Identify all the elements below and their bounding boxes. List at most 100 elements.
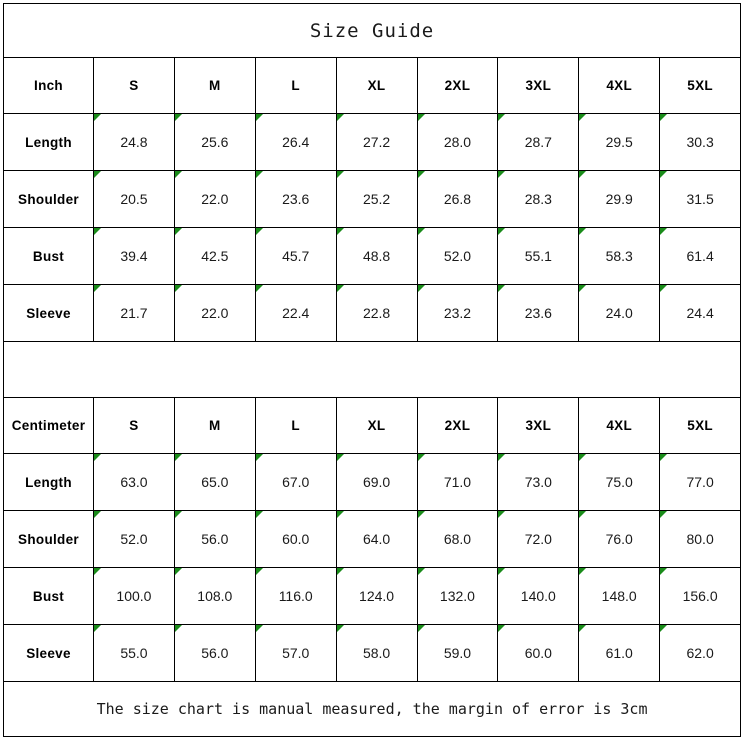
cell-value: 29.9 xyxy=(605,191,633,207)
green-corner-marker-icon xyxy=(94,454,101,461)
cell-length-s: 63.0 xyxy=(93,453,175,511)
green-corner-marker-icon xyxy=(498,568,506,575)
size-guide-table: Size Guide Inch S M L XL 2XL 3XL 4XL 5XL Length 24… xyxy=(2,3,742,737)
cell-shoulder-s: 52.0 xyxy=(93,510,175,568)
size-header-s: S xyxy=(93,397,175,454)
cell-sleeve-3xl: 23.6 xyxy=(497,284,580,342)
green-corner-marker-icon xyxy=(336,511,344,518)
cell-length-l: 26.4 xyxy=(254,113,337,171)
cell-value: 23.2 xyxy=(443,305,472,321)
cell-shoulder-5xl: 31.5 xyxy=(659,170,742,228)
row-label-length: Length xyxy=(3,113,94,171)
green-corner-marker-icon xyxy=(417,228,425,235)
cell-sleeve-4xl: 24.0 xyxy=(578,284,661,342)
cell-value: 60.0 xyxy=(282,531,310,547)
cell-value: 59.0 xyxy=(443,645,472,661)
cell-value: 28.7 xyxy=(524,134,552,150)
cell-shoulder-3xl: 28.3 xyxy=(497,170,580,228)
cell-sleeve-5xl: 24.4 xyxy=(659,284,742,342)
cell-value: 28.0 xyxy=(443,134,472,150)
green-corner-marker-icon xyxy=(336,568,344,575)
green-corner-marker-icon xyxy=(498,511,506,518)
green-corner-marker-icon xyxy=(417,114,425,121)
cell-length-s: 24.8 xyxy=(93,113,175,171)
cell-value: 20.5 xyxy=(120,191,148,207)
table-row: Sleeve 21.7 22.0 22.4 22.8 23.2 23.6 24.0 24.4 xyxy=(3,284,742,342)
size-header-3xl: 3XL xyxy=(497,57,580,114)
cell-sleeve-s: 55.0 xyxy=(93,624,175,682)
cell-value: 55.0 xyxy=(120,645,148,661)
cell-value: 71.0 xyxy=(443,474,472,490)
cell-value: 27.2 xyxy=(362,134,391,150)
cell-length-l: 67.0 xyxy=(254,453,337,511)
cell-value: 26.8 xyxy=(443,191,472,207)
cell-length-3xl: 28.7 xyxy=(497,113,580,171)
green-corner-marker-icon xyxy=(579,625,587,632)
green-corner-marker-icon xyxy=(579,171,587,178)
cell-sleeve-xl: 58.0 xyxy=(335,624,418,682)
cell-value: 76.0 xyxy=(605,531,633,547)
green-corner-marker-icon xyxy=(660,511,668,518)
green-corner-marker-icon xyxy=(660,568,668,575)
cell-bust-4xl: 58.3 xyxy=(578,227,661,285)
green-corner-marker-icon xyxy=(174,568,182,575)
cell-bust-3xl: 55.1 xyxy=(497,227,580,285)
cell-value: 48.8 xyxy=(362,248,391,264)
cell-value: 124.0 xyxy=(359,588,395,604)
green-corner-marker-icon xyxy=(579,114,587,121)
cell-shoulder-5xl: 80.0 xyxy=(659,510,742,568)
cell-value: 24.8 xyxy=(120,134,148,150)
cell-shoulder-2xl: 26.8 xyxy=(416,170,499,228)
cell-value: 30.3 xyxy=(686,134,714,150)
size-header-s: S xyxy=(93,57,175,114)
green-corner-marker-icon xyxy=(174,454,182,461)
green-corner-marker-icon xyxy=(174,625,182,632)
size-header-xl: XL xyxy=(335,397,418,454)
green-corner-marker-icon xyxy=(660,114,668,121)
green-corner-marker-icon xyxy=(255,454,263,461)
table-spacer-cell xyxy=(2,341,742,398)
green-corner-marker-icon xyxy=(174,228,182,235)
green-corner-marker-icon xyxy=(498,454,506,461)
table-row: Shoulder 20.5 22.0 23.6 25.2 26.8 28.3 29.9 31.5 xyxy=(3,170,742,228)
cell-sleeve-4xl: 61.0 xyxy=(578,624,661,682)
footer-note: The size chart is manual measured, the m… xyxy=(2,681,742,737)
cell-shoulder-4xl: 29.9 xyxy=(578,170,661,228)
green-corner-marker-icon xyxy=(579,228,587,235)
table-row: Shoulder 52.0 56.0 60.0 64.0 68.0 72.0 76.0 80.0 xyxy=(3,510,742,568)
cell-bust-l: 45.7 xyxy=(254,227,337,285)
row-label-shoulder: Shoulder xyxy=(3,170,94,228)
green-corner-marker-icon xyxy=(336,285,344,292)
green-corner-marker-icon xyxy=(417,285,425,292)
cell-value: 61.4 xyxy=(686,248,714,264)
green-corner-marker-icon xyxy=(579,511,587,518)
cell-value: 63.0 xyxy=(120,474,148,490)
cell-length-xl: 69.0 xyxy=(335,453,418,511)
table-spacer-row xyxy=(2,341,742,398)
size-header-l: L xyxy=(254,57,337,114)
cell-value: 24.0 xyxy=(605,305,633,321)
cell-bust-4xl: 148.0 xyxy=(578,567,661,625)
cell-value: 39.4 xyxy=(120,248,148,264)
size-header-5xl: 5XL xyxy=(659,397,742,454)
cell-bust-xl: 124.0 xyxy=(335,567,418,625)
green-corner-marker-icon xyxy=(255,511,263,518)
cell-length-4xl: 29.5 xyxy=(578,113,661,171)
cell-value: 69.0 xyxy=(362,474,391,490)
cell-bust-5xl: 156.0 xyxy=(659,567,742,625)
cell-value: 22.4 xyxy=(282,305,310,321)
cell-value: 22.8 xyxy=(362,305,391,321)
row-label-sleeve: Sleeve xyxy=(3,284,94,342)
row-label-bust: Bust xyxy=(3,567,94,625)
green-corner-marker-icon xyxy=(660,228,668,235)
cell-value: 21.7 xyxy=(120,305,148,321)
unit-header-inch: Inch xyxy=(3,57,94,114)
table-row: Length 63.0 65.0 67.0 69.0 71.0 73.0 75.0 77.0 xyxy=(3,453,742,511)
size-header-4xl: 4XL xyxy=(578,397,661,454)
green-corner-marker-icon xyxy=(94,228,101,235)
cell-value: 42.5 xyxy=(201,248,229,264)
cell-sleeve-m: 22.0 xyxy=(173,284,256,342)
row-label-length: Length xyxy=(3,453,94,511)
cell-sleeve-2xl: 23.2 xyxy=(416,284,499,342)
cell-value: 73.0 xyxy=(524,474,552,490)
